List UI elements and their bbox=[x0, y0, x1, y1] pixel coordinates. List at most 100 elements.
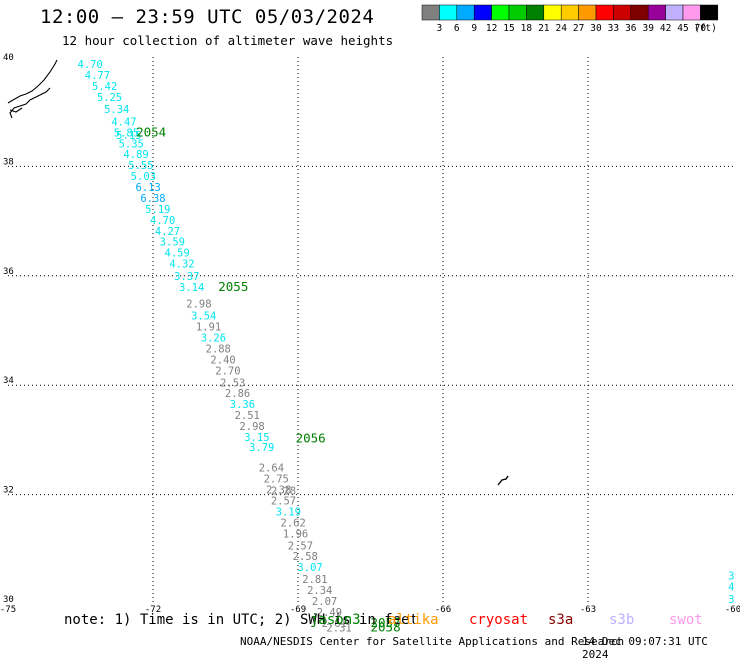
y-tick-label: 38 bbox=[3, 157, 14, 167]
swh-value: 3.79 bbox=[249, 442, 274, 454]
swh-value: 2.07 bbox=[312, 596, 337, 608]
mission-s3a: s3a bbox=[548, 612, 574, 628]
swh-value: 5.85 bbox=[114, 127, 139, 139]
pass-label: 2055 bbox=[218, 279, 248, 294]
swh-value: 3.36 bbox=[230, 399, 255, 411]
colorbar-label: 6 bbox=[454, 23, 460, 34]
swh-value: 5.42 bbox=[92, 81, 117, 93]
colorbar-label: 45 bbox=[677, 23, 688, 34]
colorbar-label: 70 bbox=[695, 23, 707, 34]
colorbar-label: 12 bbox=[486, 23, 497, 34]
swh-value: 2.57 bbox=[271, 495, 296, 507]
footnote: note: 1) Time is in UTC; 2) SWH is in fe… bbox=[64, 612, 419, 628]
swh-value: 1.91 bbox=[196, 322, 221, 334]
colorbar-label: 15 bbox=[503, 23, 514, 34]
swh-value: 3 bbox=[728, 594, 734, 606]
coastline bbox=[7, 59, 58, 119]
swh-value: 2.86 bbox=[225, 388, 250, 400]
colorbar-swatch bbox=[700, 4, 719, 21]
swh-value: 5.03 bbox=[131, 171, 156, 183]
swh-value: 4.47 bbox=[111, 116, 136, 128]
swh-value: 2.40 bbox=[210, 354, 235, 366]
swh-value: 2.81 bbox=[302, 574, 327, 586]
swh-value: 3.07 bbox=[297, 562, 322, 574]
swh-value: 2.98 bbox=[239, 421, 264, 433]
swh-value: 4.77 bbox=[85, 70, 110, 82]
swh-value: 4 bbox=[728, 581, 734, 593]
swh-value: 5.55 bbox=[128, 160, 153, 172]
y-tick-label: 40 bbox=[3, 53, 14, 63]
swh-value: 2.58 bbox=[293, 551, 318, 563]
swh-value: 4.32 bbox=[169, 259, 194, 271]
swh-value: 2.57 bbox=[288, 540, 313, 552]
swh-value: 5.35 bbox=[119, 138, 144, 150]
swh-value: 3.15 bbox=[244, 432, 269, 444]
swh-value: 2.70 bbox=[215, 365, 240, 377]
colorbar-label: 21 bbox=[538, 23, 550, 34]
colorbar: 3 6 9 12 15 18 21 24 27 30 33 36 39 42 45 70(ft) bbox=[421, 4, 719, 34]
swh-value: 2.75 bbox=[264, 474, 289, 486]
swh-value: 3.26 bbox=[201, 332, 226, 344]
colorbar-label: 39 bbox=[642, 23, 654, 34]
colorbar-label: 42 bbox=[660, 23, 671, 34]
mission-jason3: jason3 bbox=[310, 612, 361, 628]
swh-value: 3.37 bbox=[174, 271, 199, 283]
colorbar-unit: (ft) bbox=[694, 23, 717, 34]
colorbar-label: 33 bbox=[608, 23, 619, 34]
x-tick-label: -63 bbox=[580, 605, 596, 615]
swh-value: 2.53 bbox=[220, 377, 245, 389]
swh-value: 2.61 bbox=[322, 618, 347, 630]
swh-value: 2.98 bbox=[186, 299, 211, 311]
colorbar-label: 36 bbox=[625, 23, 637, 34]
x-tick-label: -60 bbox=[725, 605, 740, 615]
pass-label: 2056 bbox=[296, 431, 326, 446]
mission-altika: altika bbox=[388, 612, 439, 628]
y-tick-label: 30 bbox=[3, 595, 14, 605]
island-outline bbox=[497, 475, 509, 486]
swh-value: 2.62 bbox=[281, 517, 306, 529]
x-tick-label: -72 bbox=[145, 605, 161, 615]
swh-value: 2.34 bbox=[307, 585, 332, 597]
y-tick-label: 32 bbox=[3, 486, 14, 496]
swh-value: 5.34 bbox=[104, 104, 129, 116]
pass-label: 2058 bbox=[371, 619, 401, 634]
swh-value: 4.70 bbox=[150, 215, 175, 227]
swh-value: 2.28 bbox=[271, 486, 296, 498]
swh-value: 5.15 bbox=[116, 130, 141, 142]
swh-value: 3.14 bbox=[179, 282, 204, 294]
swh-value: 5.19 bbox=[145, 204, 170, 216]
swh-value: 5.25 bbox=[97, 92, 122, 104]
swh-value: 2.51 bbox=[235, 410, 260, 422]
credit-timestamp: 14 Dec 09:07:31 UTC 2024 bbox=[582, 635, 708, 661]
swh-value: 4.89 bbox=[123, 149, 148, 161]
mission-cryosat: cryosat bbox=[469, 612, 529, 628]
swh-value: 3.54 bbox=[191, 311, 216, 323]
swh-value: 2.64 bbox=[259, 463, 284, 475]
credit-text: NOAA/NESDIS Center for Satellite Applica… bbox=[240, 635, 625, 648]
colorbar-label: 3 bbox=[437, 23, 443, 34]
y-tick-label: 34 bbox=[3, 376, 14, 386]
chart-subtitle: 12 hour collection of altimeter wave hei… bbox=[62, 33, 394, 48]
mission-swot: swot bbox=[669, 612, 703, 628]
swh-value: 2.31 bbox=[326, 622, 351, 634]
colorbar-label: 27 bbox=[573, 23, 584, 34]
x-tick-label: -66 bbox=[435, 605, 451, 615]
colorbar-label: 30 bbox=[590, 23, 602, 34]
colorbar-label: 24 bbox=[555, 23, 567, 34]
pass-label: 2054 bbox=[136, 124, 166, 139]
colorbar-label: 9 bbox=[471, 23, 477, 34]
colorbar-label: 18 bbox=[521, 23, 533, 34]
swh-value: 2.38 bbox=[266, 485, 291, 497]
swh-value: 4.27 bbox=[155, 226, 180, 238]
swh-value: 6.38 bbox=[140, 193, 165, 205]
x-tick-label: -69 bbox=[290, 605, 306, 615]
swh-value: 3.19 bbox=[276, 506, 301, 518]
swh-value: 3.59 bbox=[160, 237, 185, 249]
mission-s3b: s3b bbox=[609, 612, 635, 628]
swh-value: 4.70 bbox=[78, 59, 103, 71]
swh-value: 3 bbox=[728, 570, 734, 582]
swh-value: 6.13 bbox=[136, 182, 161, 194]
x-tick-label: -75 bbox=[0, 605, 16, 615]
